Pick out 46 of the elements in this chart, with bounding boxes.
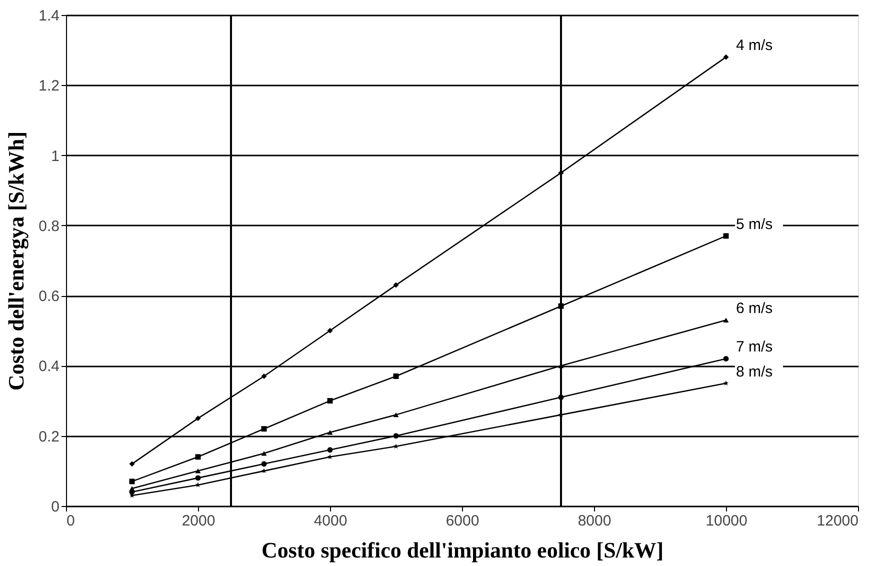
- point: [129, 461, 135, 467]
- y-tick-label: 0.4: [38, 358, 60, 376]
- y-tick-label: 1.4: [38, 8, 60, 24]
- series-label: 5 m/s: [736, 216, 773, 233]
- series-label: 4 m/s: [736, 37, 773, 54]
- y-tick-label: 1: [51, 148, 60, 165]
- point: [261, 373, 267, 379]
- point: [129, 478, 135, 484]
- point: [723, 380, 729, 386]
- series-label: 6 m/s: [736, 300, 773, 318]
- series-label: 8 m/s: [736, 363, 773, 380]
- point: [393, 282, 399, 288]
- point: [195, 454, 201, 460]
- point: [327, 328, 333, 334]
- point: [261, 451, 267, 456]
- point: [723, 233, 729, 239]
- y-tick-label: 0.6: [38, 288, 60, 306]
- point: [723, 356, 729, 362]
- point: [393, 412, 399, 418]
- point: [558, 394, 564, 400]
- point: [327, 447, 333, 453]
- x-tick-label: 8000: [578, 512, 612, 530]
- point: [393, 433, 399, 439]
- point: [723, 54, 729, 60]
- x-tick-label: 0: [66, 512, 75, 530]
- y-tick-label: 1.2: [38, 78, 60, 95]
- x-axis-title: Costo specifico dell'impianto eolico [S/kW]: [261, 538, 664, 562]
- point: [327, 398, 333, 404]
- point: [195, 468, 201, 474]
- y-axis-title: Costo dell'energya [S/kWh]: [4, 131, 29, 391]
- point: [261, 426, 267, 432]
- series-label: 7 m/s: [736, 338, 773, 356]
- x-tick-label: 10000: [706, 512, 748, 530]
- point: [261, 461, 267, 467]
- y-tick-label: 0.8: [38, 218, 60, 235]
- point: [558, 303, 564, 309]
- point: [195, 475, 201, 481]
- y-tick-label: 0: [51, 498, 60, 516]
- point: [393, 373, 399, 379]
- y-tick-label: 0.2: [38, 428, 60, 446]
- point: [723, 318, 729, 322]
- x-tick-label: 4000: [314, 512, 348, 530]
- x-tick-label: 6000: [446, 512, 480, 530]
- point: [195, 416, 201, 422]
- x-tick-label: 12000: [816, 512, 858, 530]
- x-tick-label: 2000: [182, 512, 216, 530]
